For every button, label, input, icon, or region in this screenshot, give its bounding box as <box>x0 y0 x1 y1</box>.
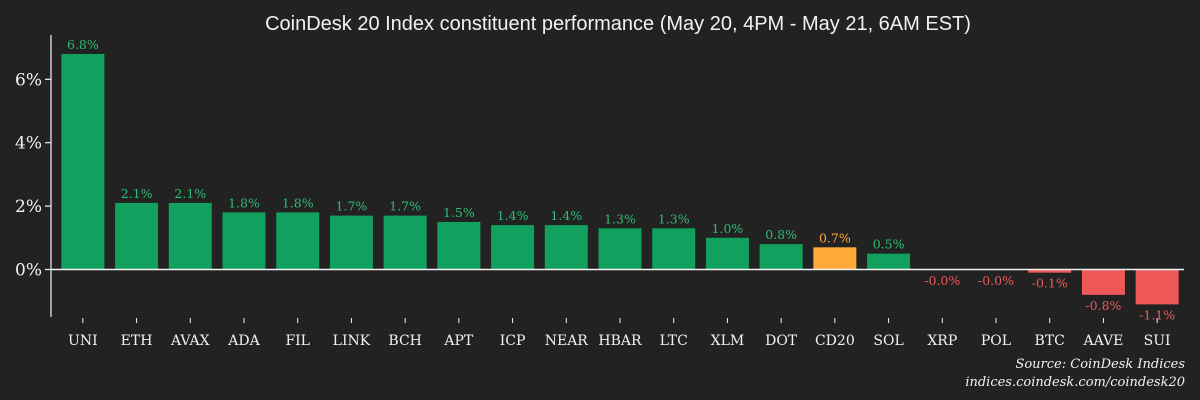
x-tick-label-sui: SUI <box>1144 333 1171 349</box>
data-label-pol: -0.0% <box>978 273 1014 288</box>
x-tick-label-uni: UNI <box>68 333 98 349</box>
data-label-ltc: 1.3% <box>658 211 690 226</box>
data-labels-group: 6.8% 2.1% 2.1% 1.8% 1.8% 1.7% 1.7% 1.5% 1.4% 1.4%… <box>67 37 1175 322</box>
bar-link <box>329 215 373 270</box>
x-tick-label-eth: ETH <box>121 333 153 349</box>
data-label-bch: 1.7% <box>389 199 421 214</box>
x-tick-label-sol: SOL <box>873 333 903 349</box>
bar-eth <box>115 202 159 270</box>
x-tick-label-ltc: LTC <box>660 333 688 349</box>
data-label-uni: 6.8% <box>67 37 99 52</box>
bar-dot <box>759 244 803 270</box>
x-axis: UNI ETH AVAX ADA FIL LINK BCH APT ICP NEAR HBAR LTC… <box>68 318 1171 349</box>
data-label-eth: 2.1% <box>121 186 153 201</box>
bar-aave <box>1081 269 1125 295</box>
bar-btc <box>1028 269 1072 273</box>
bar-bch <box>383 215 427 270</box>
bar-fil <box>276 212 320 270</box>
x-tick-label-icp: ICP <box>500 333 526 349</box>
bar-icp <box>491 225 535 270</box>
x-tick-label-cd20: CD20 <box>815 333 855 349</box>
data-label-icp: 1.4% <box>497 208 529 223</box>
y-tick-label: 4% <box>15 134 42 154</box>
data-label-sui: -1.1% <box>1139 307 1175 322</box>
data-label-btc: -0.1% <box>1032 276 1068 291</box>
bar-sui <box>1135 269 1179 305</box>
x-tick-label-fil: FIL <box>285 333 310 349</box>
bar-cd20 <box>813 247 857 270</box>
data-label-xrp: -0.0% <box>924 273 960 288</box>
x-tick-label-btc: BTC <box>1035 333 1065 349</box>
x-tick-label-avax: AVAX <box>170 333 210 349</box>
bar-ltc <box>652 228 696 270</box>
data-label-xlm: 1.0% <box>712 221 744 236</box>
data-label-cd20: 0.7% <box>819 230 851 245</box>
y-axis: 0% 2% 4% 6% <box>15 34 52 318</box>
data-label-apt: 1.5% <box>443 205 475 220</box>
data-label-sol: 0.5% <box>873 237 905 252</box>
x-tick-label-dot: DOT <box>765 333 798 349</box>
source-credit: Source: CoinDesk Indices <box>1015 357 1185 372</box>
bar-xlm <box>705 237 749 270</box>
x-tick-label-pol: POL <box>981 333 1011 349</box>
bar-sol <box>867 253 911 270</box>
data-label-link: 1.7% <box>336 199 368 214</box>
x-tick-label-xlm: XLM <box>711 333 745 349</box>
bar-uni <box>61 53 105 270</box>
x-tick-label-aave: AAVE <box>1082 333 1123 349</box>
x-tick-label-xrp: XRP <box>927 333 957 349</box>
bar-avax <box>168 202 212 270</box>
y-tick-label: 0% <box>15 261 42 281</box>
x-tick-label-apt: APT <box>443 333 474 349</box>
x-tick-label-link: LINK <box>333 333 371 349</box>
x-tick-label-ada: ADA <box>227 333 260 349</box>
data-label-near: 1.4% <box>550 208 582 223</box>
x-tick-label-bch: BCH <box>388 333 421 349</box>
data-label-avax: 2.1% <box>174 186 206 201</box>
bar-apt <box>437 221 481 270</box>
data-label-hbar: 1.3% <box>604 211 636 226</box>
source-url: indices.coindesk.com/coindesk20 <box>965 375 1185 390</box>
data-label-fil: 1.8% <box>282 195 314 210</box>
x-tick-label-hbar: HBAR <box>598 333 642 349</box>
y-tick-label: 2% <box>15 197 42 217</box>
data-label-aave: -0.8% <box>1085 298 1121 313</box>
bars-group <box>61 53 1179 305</box>
data-label-ada: 1.8% <box>228 195 260 210</box>
y-tick-label: 6% <box>15 70 42 90</box>
data-label-dot: 0.8% <box>765 227 797 242</box>
bar-hbar <box>598 228 642 270</box>
x-tick-label-near: NEAR <box>545 333 589 349</box>
bar-near <box>544 225 588 270</box>
bar-ada <box>222 212 266 270</box>
chart-title: CoinDesk 20 Index constituent performanc… <box>265 13 971 35</box>
